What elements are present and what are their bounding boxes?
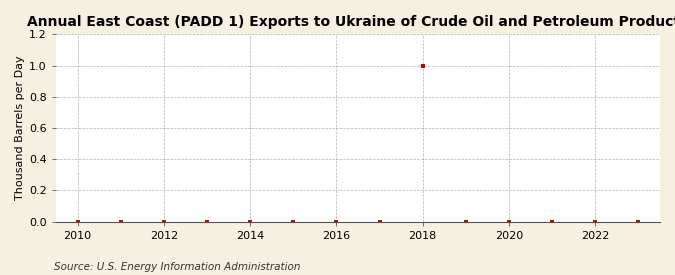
Title: Annual East Coast (PADD 1) Exports to Ukraine of Crude Oil and Petroleum Product: Annual East Coast (PADD 1) Exports to Uk… <box>28 15 675 29</box>
Text: Source: U.S. Energy Information Administration: Source: U.S. Energy Information Administ… <box>54 262 300 272</box>
Y-axis label: Thousand Barrels per Day: Thousand Barrels per Day <box>15 56 25 200</box>
